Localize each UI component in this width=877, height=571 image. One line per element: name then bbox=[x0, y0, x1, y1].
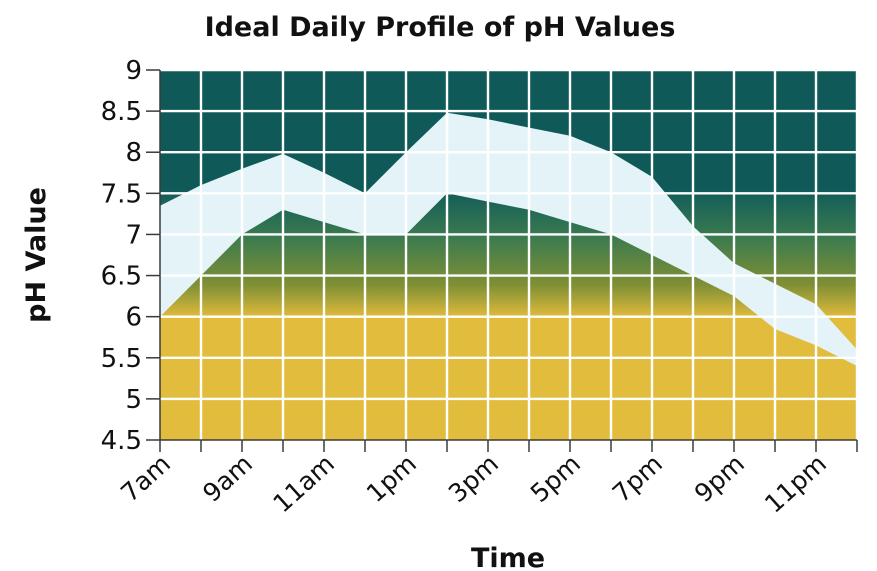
x-ticks: 7am 9am 11am 1pm 3pm 5pm 7pm 9pm 11pm bbox=[115, 440, 858, 519]
x-tick-label: 3pm bbox=[443, 449, 504, 508]
x-tick-label: 11am bbox=[267, 449, 340, 518]
y-tick-label: 9 bbox=[125, 56, 142, 86]
x-tick-label: 7am bbox=[115, 449, 176, 508]
x-tick-label: 11pm bbox=[759, 449, 832, 519]
x-tick-label: 5pm bbox=[525, 449, 586, 508]
y-tick-label: 5.5 bbox=[101, 344, 142, 374]
ideal-ph-band bbox=[160, 112, 857, 366]
y-ticks: 9 8.5 8 7.5 7 6.5 6 5.5 5 4.5 bbox=[101, 56, 160, 456]
grid bbox=[160, 68, 859, 440]
y-tick-label: 8 bbox=[125, 138, 142, 168]
x-tick-label: 9pm bbox=[689, 449, 750, 508]
y-tick-label: 6 bbox=[125, 303, 142, 333]
x-tick-label: 1pm bbox=[361, 449, 422, 508]
y-axis-title: pH Value bbox=[21, 187, 52, 323]
chart-title: Ideal Daily Profile of pH Values bbox=[205, 12, 676, 43]
x-tick-label: 7pm bbox=[607, 449, 668, 508]
y-tick-label: 7.5 bbox=[101, 179, 142, 209]
y-tick-label: 8.5 bbox=[101, 97, 142, 127]
x-tick-label: 9am bbox=[197, 449, 258, 508]
y-tick-label: 6.5 bbox=[101, 262, 142, 292]
x-axis-title: Time bbox=[471, 543, 545, 571]
y-tick-label: 4.5 bbox=[101, 426, 142, 456]
y-tick-label: 7 bbox=[125, 220, 142, 250]
y-tick-label: 5 bbox=[125, 385, 142, 415]
